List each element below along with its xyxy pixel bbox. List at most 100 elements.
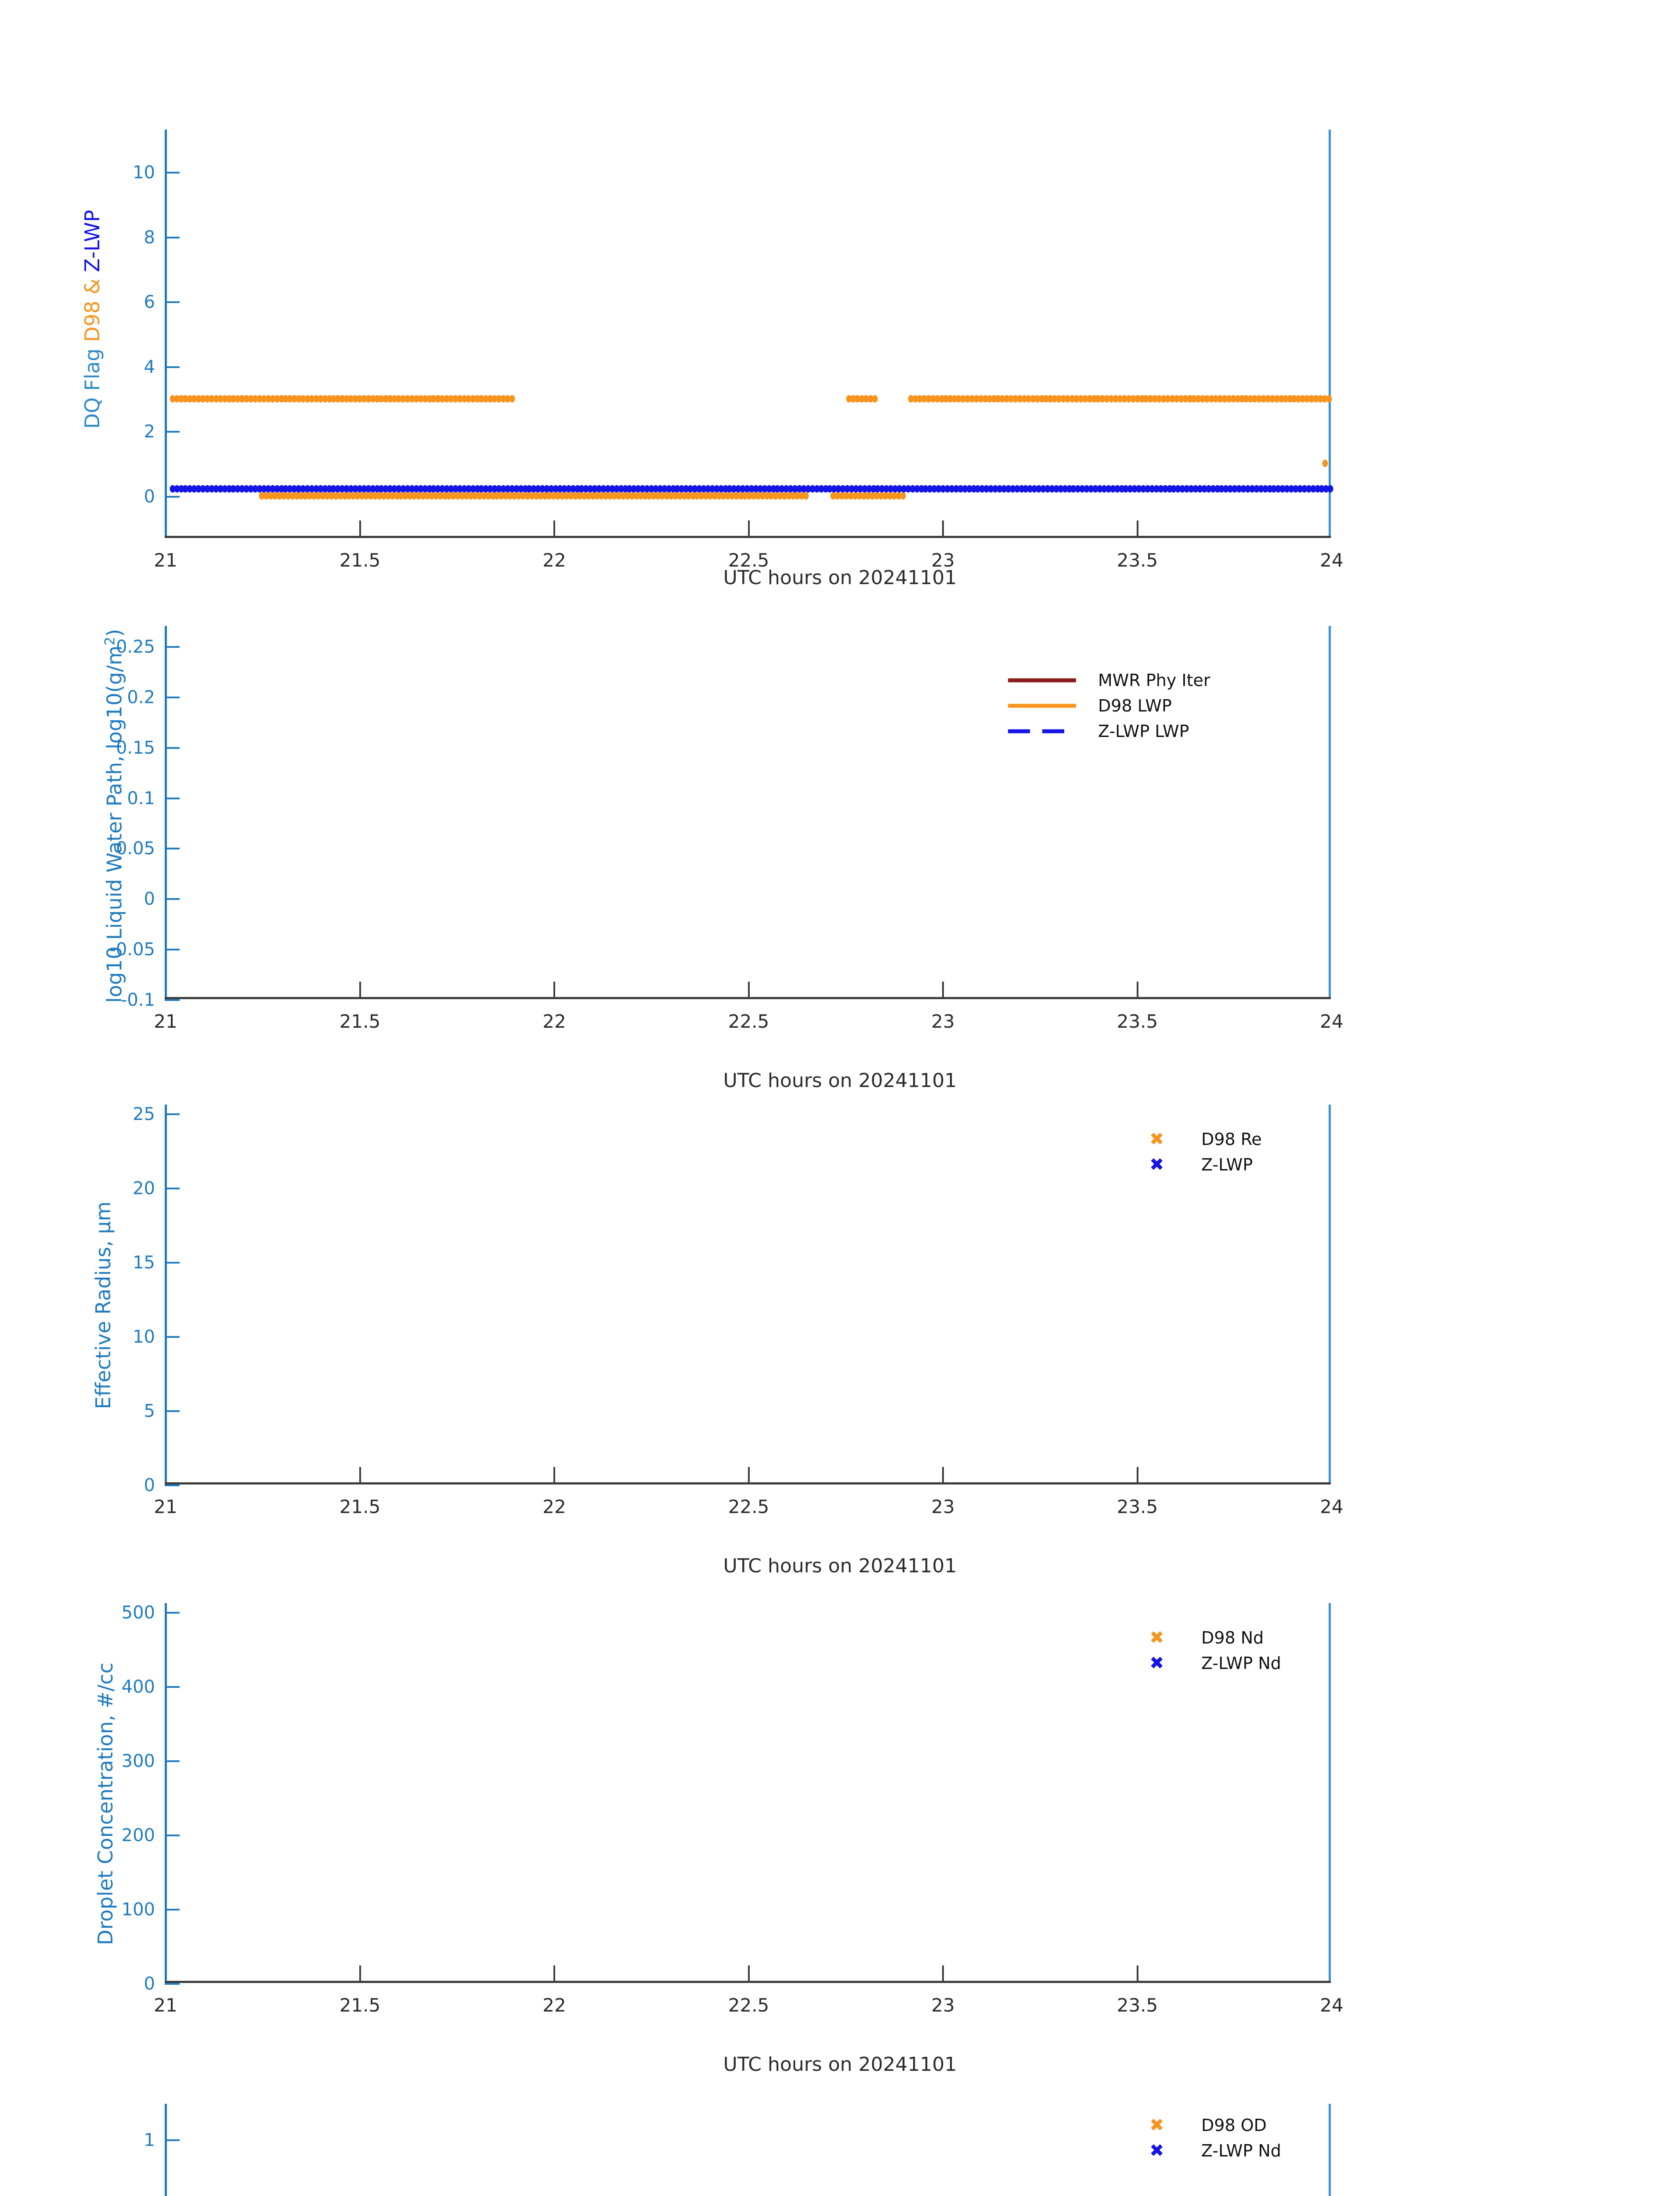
data-point bbox=[516, 492, 522, 500]
data-point bbox=[1130, 395, 1136, 403]
data-point bbox=[679, 485, 685, 493]
data-point bbox=[435, 485, 441, 493]
legend-label: D98 OD bbox=[1201, 2116, 1267, 2135]
data-point bbox=[343, 485, 350, 493]
data-point bbox=[1308, 395, 1315, 403]
data-point bbox=[289, 492, 296, 500]
data-point bbox=[1267, 485, 1273, 493]
x-tick: 24 bbox=[1320, 1965, 1343, 2016]
data-point bbox=[692, 485, 698, 493]
data-point bbox=[178, 395, 184, 403]
data-point bbox=[960, 395, 966, 403]
data-point bbox=[572, 492, 578, 500]
data-point bbox=[1078, 395, 1084, 403]
y-label-segment-dq: DQ Flag bbox=[80, 342, 104, 429]
data-point bbox=[872, 395, 878, 403]
data-point bbox=[1040, 485, 1046, 493]
data-point bbox=[846, 395, 852, 403]
data-point bbox=[861, 492, 867, 500]
data-point bbox=[1075, 485, 1081, 493]
data-point bbox=[633, 492, 639, 500]
data-point bbox=[766, 485, 772, 493]
data-point bbox=[618, 485, 624, 493]
x-tick-label: 23.5 bbox=[1116, 549, 1158, 571]
data-point bbox=[1254, 485, 1260, 493]
x-tick: 22 bbox=[542, 1965, 566, 2016]
data-point bbox=[468, 492, 474, 500]
y-tick: -0.1 bbox=[121, 990, 180, 1010]
plot-area-effective-radius: 0 5 10 15 20 25 21 21.5 22 22.5 23 23.5 24 ✖ D98 Re ✖… bbox=[133, 1104, 1344, 1517]
data-point bbox=[520, 492, 526, 500]
legend-label: Z-LWP Nd bbox=[1201, 1654, 1281, 1673]
data-point bbox=[992, 485, 998, 493]
data-point bbox=[548, 485, 554, 493]
data-point bbox=[348, 395, 354, 403]
data-point bbox=[539, 485, 546, 493]
data-point bbox=[568, 492, 574, 500]
data-point bbox=[444, 395, 450, 403]
data-point bbox=[849, 485, 855, 493]
data-point bbox=[472, 492, 478, 500]
data-point bbox=[1066, 485, 1073, 493]
x-tick: 24 bbox=[1320, 982, 1343, 1032]
data-point bbox=[853, 485, 859, 493]
data-point bbox=[307, 492, 313, 500]
data-point bbox=[477, 492, 483, 500]
data-point bbox=[322, 395, 328, 403]
data-point bbox=[661, 485, 668, 493]
data-point bbox=[720, 492, 726, 500]
data-point bbox=[1167, 485, 1173, 493]
data-point bbox=[1160, 395, 1167, 403]
data-point bbox=[578, 485, 585, 493]
data-point bbox=[346, 492, 352, 500]
data-point bbox=[1145, 485, 1151, 493]
data-point bbox=[544, 485, 550, 493]
data-point bbox=[411, 492, 417, 500]
data-point bbox=[1279, 485, 1286, 493]
data-point bbox=[835, 485, 842, 493]
data-point bbox=[509, 485, 515, 493]
data-point bbox=[1243, 395, 1249, 403]
data-point bbox=[805, 485, 811, 493]
data-point bbox=[413, 395, 419, 403]
data-point bbox=[1208, 395, 1214, 403]
data-point bbox=[265, 395, 271, 403]
data-point bbox=[522, 485, 528, 493]
data-point bbox=[461, 395, 467, 403]
data-point bbox=[677, 492, 683, 500]
data-point bbox=[391, 395, 397, 403]
data-point bbox=[1245, 485, 1251, 493]
data-point bbox=[774, 485, 780, 493]
y-tick-label: 100 bbox=[121, 1900, 155, 1920]
data-point bbox=[762, 485, 768, 493]
x-tick-label: 21.5 bbox=[339, 1496, 381, 1517]
data-point bbox=[666, 485, 672, 493]
y-tick-label: 25 bbox=[133, 1104, 155, 1125]
data-point bbox=[1297, 485, 1303, 493]
data-point bbox=[1197, 485, 1203, 493]
data-point bbox=[182, 395, 188, 403]
data-point bbox=[550, 492, 556, 500]
y-tick-label: 300 bbox=[121, 1751, 155, 1772]
data-point bbox=[466, 485, 472, 493]
plot-area-lwp: -0.1 -0.05 0 0.05 0.1 0.15 0.2 0.25 21 21.5 22 22.… bbox=[110, 626, 1344, 1032]
data-point bbox=[335, 395, 341, 403]
data-point bbox=[995, 395, 1001, 403]
x-tick: 22 bbox=[542, 982, 566, 1032]
data-point bbox=[415, 492, 422, 500]
x-tick: 21 bbox=[154, 520, 177, 571]
data-point bbox=[374, 395, 380, 403]
data-point bbox=[718, 485, 724, 493]
legend-line-dashed bbox=[1008, 729, 1076, 733]
data-point bbox=[1123, 485, 1129, 493]
data-point bbox=[1300, 395, 1306, 403]
data-point bbox=[390, 492, 396, 500]
axis-spine-right bbox=[1329, 130, 1331, 538]
data-point bbox=[500, 395, 506, 403]
data-point bbox=[318, 485, 324, 493]
data-point bbox=[1239, 395, 1245, 403]
data-point bbox=[466, 395, 472, 403]
data-point bbox=[1192, 485, 1199, 493]
data-point bbox=[359, 492, 365, 500]
data-point bbox=[901, 485, 907, 493]
